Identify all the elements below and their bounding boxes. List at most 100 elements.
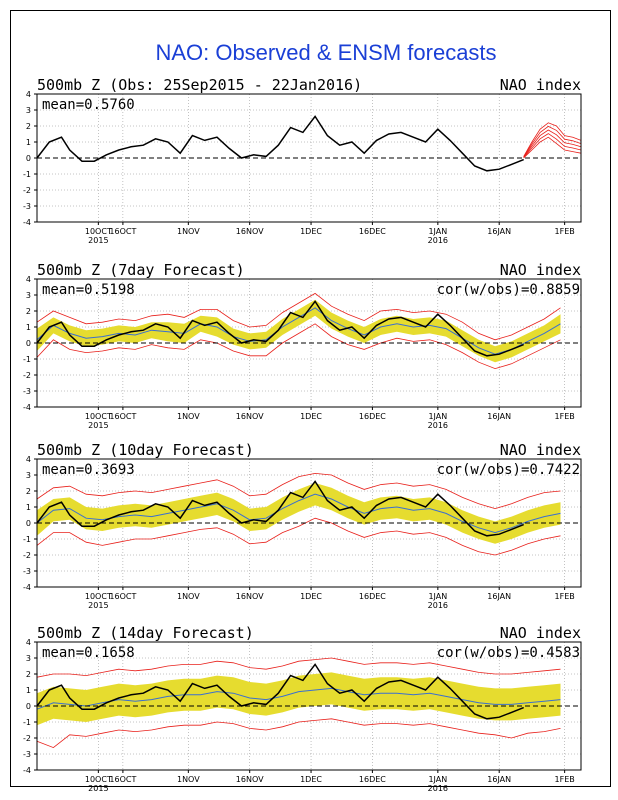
- member-min-line: [36, 718, 561, 749]
- x-tick-label: 1DEC: [300, 227, 322, 236]
- y-tick-label: -4: [23, 218, 31, 227]
- x-tick-label: 16JAN: [487, 592, 511, 601]
- y-tick-label: 2: [26, 122, 31, 131]
- y-tick-label: 3: [26, 106, 31, 115]
- y-tick-label: -3: [23, 567, 31, 576]
- ensemble-member-line: [523, 122, 582, 157]
- y-tick-label: -4: [23, 403, 31, 412]
- correlation-label: cor(w/obs)=0.4583: [437, 645, 580, 661]
- panel-title: 500mb Z (14day Forecast): [37, 624, 254, 642]
- panel-index-label: NAO index: [500, 441, 581, 459]
- y-tick-label: 1: [26, 503, 31, 512]
- panel-2: 500mb Z (7day Forecast) NAO index mean=0.5…: [23, 261, 582, 430]
- y-tick-label: -1: [23, 170, 31, 179]
- x-tick-label: 1FEB: [555, 592, 575, 601]
- panels: 500mb Z (Obs: 25Sep2015 - 22Jan2016) NAO …: [23, 76, 582, 793]
- observed-line: [36, 663, 524, 720]
- panel-index-label: NAO index: [500, 261, 581, 279]
- x-tick-label: 16NOV: [236, 592, 264, 601]
- y-tick-label: -2: [23, 551, 31, 560]
- y-tick-label: 0: [26, 702, 31, 711]
- y-tick-label: -3: [23, 750, 31, 759]
- outer-frame: [10, 10, 611, 787]
- x-tick-year-label: 2016: [428, 601, 448, 610]
- y-tick-label: -4: [23, 583, 31, 592]
- x-tick-label: 1NOV: [177, 227, 200, 236]
- y-tick-label: 0: [26, 339, 31, 348]
- y-tick-label: -1: [23, 355, 31, 364]
- x-tick-label: 16DEC: [359, 412, 386, 421]
- panel-index-label: NAO index: [500, 76, 581, 94]
- correlation-label: cor(w/obs)=0.7422: [437, 462, 580, 478]
- x-tick-label: 10OCT: [85, 775, 112, 784]
- y-tick-label: 4: [26, 455, 31, 464]
- panel-1: 500mb Z (Obs: 25Sep2015 - 22Jan2016) NAO …: [23, 76, 582, 245]
- x-tick-label: 16OCT: [109, 592, 136, 601]
- x-tick-label: 16OCT: [109, 412, 136, 421]
- y-tick-label: 3: [26, 471, 31, 480]
- x-tick-label: 10OCT: [85, 592, 112, 601]
- y-tick-label: 3: [26, 291, 31, 300]
- ensemble-member-line: [523, 133, 582, 158]
- figure-title: NAO: Observed & ENSM forecasts: [155, 40, 496, 65]
- correlation-label: cor(w/obs)=0.8859: [437, 282, 580, 298]
- x-tick-label: 1DEC: [300, 775, 322, 784]
- x-tick-label: 1NOV: [177, 775, 200, 784]
- x-tick-year-label: 2016: [428, 421, 448, 430]
- y-tick-label: 1: [26, 323, 31, 332]
- y-tick-label: -1: [23, 718, 31, 727]
- panel-index-label: NAO index: [500, 624, 581, 642]
- y-tick-label: -1: [23, 535, 31, 544]
- x-tick-label: 1NOV: [177, 412, 200, 421]
- y-tick-label: -3: [23, 387, 31, 396]
- y-tick-label: 3: [26, 654, 31, 663]
- member-min-line: [36, 517, 561, 556]
- observed-line: [36, 480, 524, 537]
- x-tick-label: 1JAN: [428, 592, 447, 601]
- x-tick-year-label: 2015: [88, 784, 108, 793]
- x-tick-label: 16OCT: [109, 227, 136, 236]
- y-tick-label: 4: [26, 638, 31, 647]
- x-tick-year-label: 2015: [88, 601, 108, 610]
- ensemble-mean-line: [36, 687, 561, 710]
- y-tick-label: -2: [23, 186, 31, 195]
- member-min-line: [36, 323, 561, 370]
- y-tick-label: 1: [26, 686, 31, 695]
- observed-line: [36, 300, 524, 357]
- panel-title: 500mb Z (Obs: 25Sep2015 - 22Jan2016): [37, 76, 362, 94]
- x-tick-label: 16OCT: [109, 775, 136, 784]
- y-tick-label: 2: [26, 670, 31, 679]
- y-tick-label: -3: [23, 202, 31, 211]
- x-tick-label: 1JAN: [428, 412, 447, 421]
- ensemble-member-line: [523, 136, 582, 159]
- spread-band: [37, 299, 561, 363]
- x-tick-label: 16NOV: [236, 775, 264, 784]
- y-tick-label: 2: [26, 307, 31, 316]
- y-tick-label: 4: [26, 90, 31, 99]
- ensemble-mean-line: [36, 493, 561, 534]
- x-tick-label: 1DEC: [300, 592, 322, 601]
- x-tick-label: 1FEB: [555, 227, 575, 236]
- x-tick-label: 16DEC: [359, 227, 386, 236]
- y-tick-label: 0: [26, 519, 31, 528]
- ensemble-member-line: [523, 129, 582, 158]
- x-tick-label: 1DEC: [300, 412, 322, 421]
- x-tick-label: 16NOV: [236, 412, 264, 421]
- mean-label: mean=0.3693: [42, 462, 135, 478]
- x-tick-label: 16JAN: [487, 412, 511, 421]
- mean-label: mean=0.5760: [42, 97, 135, 113]
- y-tick-label: 1: [26, 138, 31, 147]
- x-tick-label: 16JAN: [487, 227, 511, 236]
- x-tick-label: 16NOV: [236, 227, 264, 236]
- ensemble-member-line: [523, 125, 582, 158]
- panel-title: 500mb Z (10day Forecast): [37, 441, 254, 459]
- y-tick-label: 0: [26, 154, 31, 163]
- x-tick-label: 1NOV: [177, 592, 200, 601]
- x-tick-label: 16DEC: [359, 775, 386, 784]
- x-tick-label: 1FEB: [555, 412, 575, 421]
- x-tick-year-label: 2015: [88, 421, 108, 430]
- x-tick-label: 16JAN: [487, 775, 511, 784]
- spread-band: [37, 483, 561, 544]
- member-max-line: [36, 292, 561, 341]
